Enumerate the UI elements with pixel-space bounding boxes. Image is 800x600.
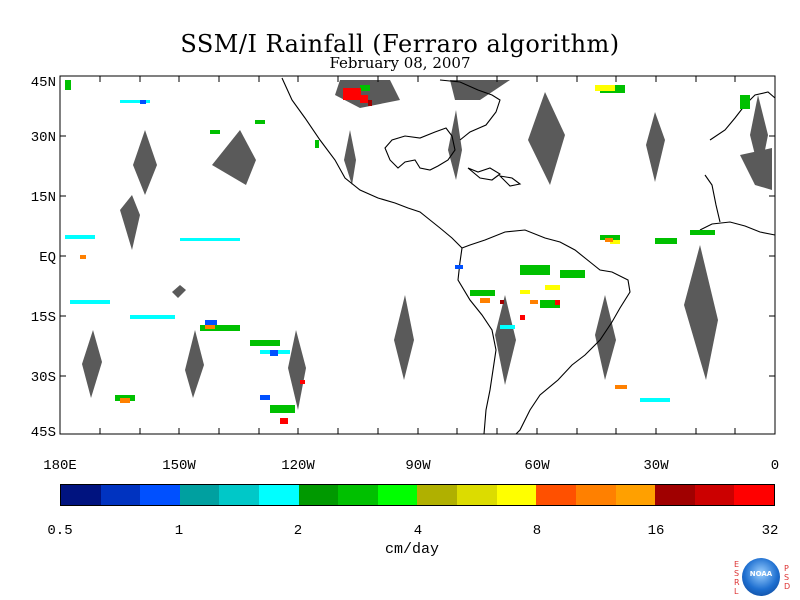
lat-label-30n: 30N xyxy=(31,130,56,146)
lon-label-120w: 120W xyxy=(281,458,315,474)
colorbar-swatch-10 xyxy=(457,485,497,505)
lon-label-90w: 90W xyxy=(405,458,431,474)
colorbar-tick-8: 8 xyxy=(532,523,542,539)
colorbar-tick-2: 2 xyxy=(293,523,303,539)
colorbar-swatch-9 xyxy=(417,485,458,505)
lat-label-45n: 45N xyxy=(31,75,56,91)
lat-label-15n: 15N xyxy=(31,190,56,206)
lon-label-180e: 180E xyxy=(43,458,77,474)
lon-label-60w: 60W xyxy=(524,458,550,474)
colorbar-swatch-4 xyxy=(219,485,260,505)
colorbar-swatch-6 xyxy=(298,485,339,505)
map-frame xyxy=(59,75,776,435)
colorbar-swatch-3 xyxy=(179,485,220,505)
lon-label-30w: 30W xyxy=(643,458,669,474)
lat-label-45s: 45S xyxy=(31,425,56,441)
colorbar-swatch-13 xyxy=(575,485,616,505)
colorbar-swatch-5 xyxy=(259,485,299,505)
noaa-emblem: NOAA xyxy=(742,558,780,596)
lon-label-150w: 150W xyxy=(162,458,196,474)
lat-label-30s: 30S xyxy=(31,370,56,386)
rainfall-pixels xyxy=(65,80,750,424)
colorbar-swatch-14 xyxy=(615,485,656,505)
colorbar-tick-4: 4 xyxy=(413,523,423,539)
colorbar-tick-16: 16 xyxy=(647,523,665,539)
tick-marks xyxy=(60,76,775,434)
rainfall-map: 45N 30N 15N EQ 15S 30S 45S 180E 150W 120… xyxy=(31,75,779,474)
coastlines xyxy=(281,77,776,435)
colorbar-swatch-17 xyxy=(734,485,774,505)
colorbar-swatch-11 xyxy=(496,485,537,505)
colorbar-tick-0-5: 0.5 xyxy=(47,523,73,539)
colorbar-swatch-2 xyxy=(140,485,180,505)
colorbar xyxy=(60,484,775,506)
logo-center-text: NOAA xyxy=(749,570,773,578)
swath-gaps xyxy=(82,80,772,410)
colorbar-swatch-1 xyxy=(100,485,141,505)
lon-label-0: 0 xyxy=(771,458,779,474)
map-date: February 08, 2007 xyxy=(329,54,471,72)
colorbar-swatch-15 xyxy=(655,485,695,505)
colorbar-tick-32: 32 xyxy=(761,523,779,539)
lat-label-15s: 15S xyxy=(31,310,56,326)
colorbar-swatch-16 xyxy=(694,485,735,505)
colorbar-swatch-12 xyxy=(536,485,576,505)
lat-label-eq: EQ xyxy=(39,250,56,266)
colorbar-swatch-0 xyxy=(61,485,101,505)
colorbar-swatch-7 xyxy=(338,485,378,505)
colorbar-swatch-8 xyxy=(377,485,418,505)
map-title: SSM/I Rainfall (Ferraro algorithm) xyxy=(180,30,620,58)
colorbar-unit: cm/day xyxy=(385,541,440,558)
colorbar-tick-1: 1 xyxy=(174,523,184,539)
